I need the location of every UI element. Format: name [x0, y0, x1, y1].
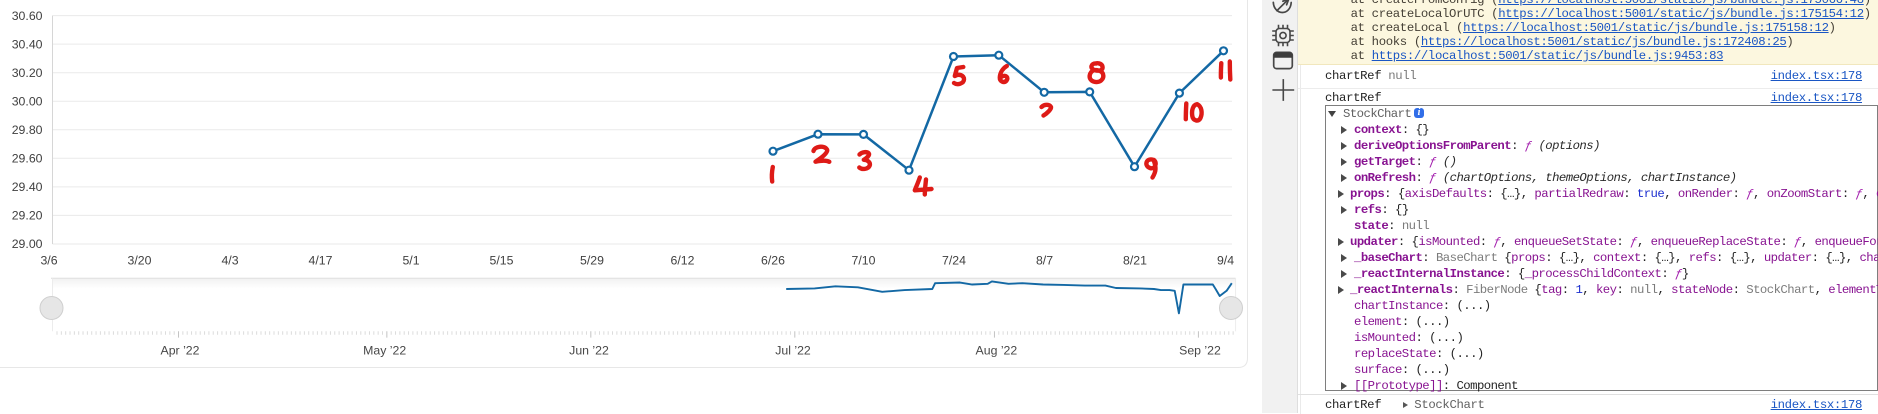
- svg-text:29.80: 29.80: [12, 123, 43, 137]
- svg-text:29.20: 29.20: [12, 209, 43, 223]
- svg-text:6/26: 6/26: [761, 254, 785, 268]
- svg-text:29.60: 29.60: [12, 152, 43, 166]
- svg-text:Apr ’22: Apr ’22: [161, 344, 200, 358]
- svg-text:8/7: 8/7: [1036, 254, 1053, 268]
- svg-text:May ’22: May ’22: [363, 344, 406, 358]
- svg-text:Jun ’22: Jun ’22: [569, 344, 609, 358]
- svg-text:9/4: 9/4: [1217, 254, 1234, 268]
- svg-text:7/10: 7/10: [852, 254, 876, 268]
- svg-text:30.40: 30.40: [12, 37, 43, 51]
- svg-text:30.60: 30.60: [12, 9, 43, 23]
- svg-text:4/3: 4/3: [221, 254, 238, 268]
- svg-text:8/21: 8/21: [1123, 254, 1147, 268]
- svg-text:3/20: 3/20: [128, 254, 152, 268]
- svg-text:5/1: 5/1: [402, 254, 419, 268]
- svg-text:30.20: 30.20: [12, 66, 43, 80]
- svg-text:Jul ’22: Jul ’22: [775, 344, 811, 358]
- svg-text:6/12: 6/12: [671, 254, 695, 268]
- svg-text:3/6: 3/6: [40, 254, 57, 268]
- svg-text:4/17: 4/17: [309, 254, 333, 268]
- svg-text:5/29: 5/29: [580, 254, 604, 268]
- svg-text:5/15: 5/15: [490, 254, 514, 268]
- svg-text:29.00: 29.00: [12, 237, 43, 251]
- svg-text:Aug ’22: Aug ’22: [976, 344, 1018, 358]
- svg-text:Sep ’22: Sep ’22: [1179, 344, 1221, 358]
- svg-text:7/24: 7/24: [942, 254, 966, 268]
- svg-text:30.00: 30.00: [12, 95, 43, 109]
- svg-text:29.40: 29.40: [12, 180, 43, 194]
